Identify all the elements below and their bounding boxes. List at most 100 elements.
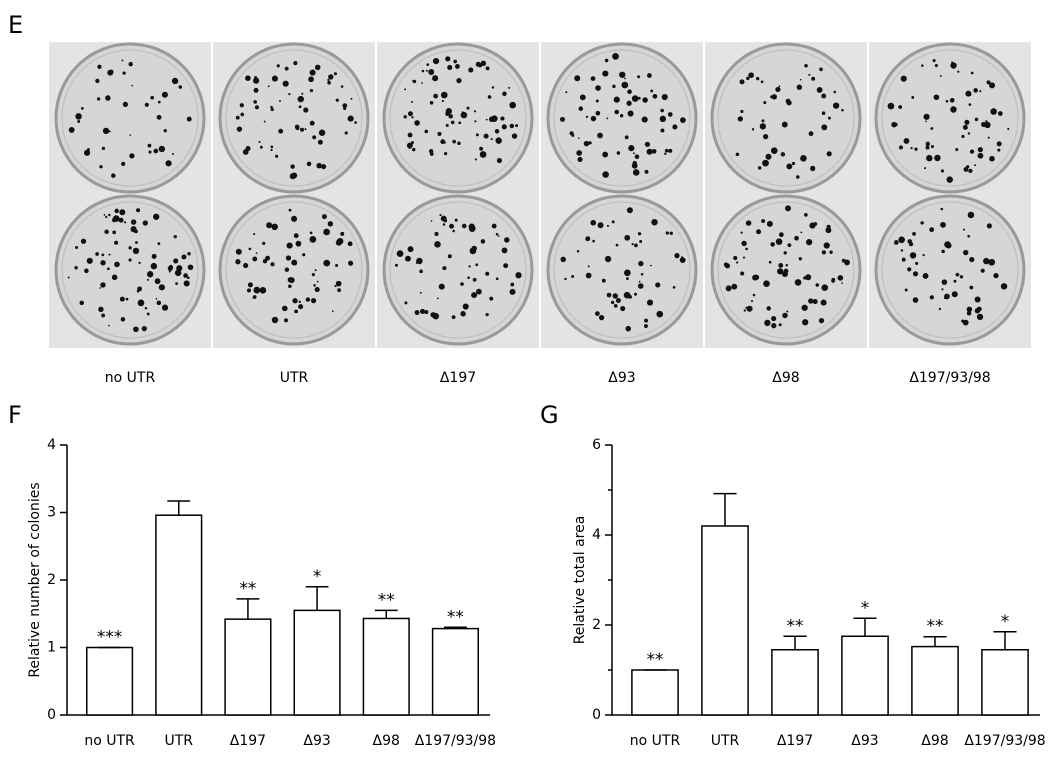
colony — [770, 242, 775, 247]
colony — [187, 276, 190, 280]
colony — [133, 326, 139, 333]
colony — [142, 220, 148, 226]
colony — [75, 113, 82, 120]
colony — [623, 291, 631, 299]
colony — [970, 71, 974, 75]
colony — [419, 308, 426, 314]
colony — [651, 218, 658, 226]
bar — [911, 645, 959, 716]
colony — [248, 247, 252, 251]
colony — [442, 223, 446, 226]
colony — [271, 316, 279, 324]
colony — [775, 86, 781, 93]
colony — [439, 214, 442, 217]
colony — [263, 120, 266, 123]
error-bar — [374, 609, 398, 619]
colony — [441, 99, 444, 103]
colony — [425, 69, 428, 72]
colony — [137, 286, 143, 292]
colony — [912, 297, 919, 303]
colony — [576, 150, 583, 156]
colony — [950, 106, 957, 113]
colony — [510, 282, 515, 287]
colony — [146, 271, 154, 278]
error-bar — [853, 617, 877, 637]
significance-label: ** — [378, 590, 395, 610]
colony — [509, 101, 516, 109]
colony — [610, 300, 615, 305]
bar — [224, 618, 272, 716]
colony — [407, 132, 413, 138]
colony — [778, 232, 784, 238]
colony — [99, 287, 102, 289]
colony — [458, 121, 461, 124]
colony — [766, 220, 773, 227]
y-axis-label: Relative number of colonies — [27, 482, 43, 677]
colony — [440, 215, 447, 222]
colony — [804, 213, 808, 217]
colony — [745, 306, 748, 309]
colony — [907, 267, 912, 272]
colony — [664, 148, 669, 153]
colony — [604, 255, 612, 263]
colony — [183, 280, 190, 287]
colony — [620, 305, 626, 312]
colony — [321, 164, 327, 170]
colony — [433, 93, 439, 99]
colony — [119, 296, 125, 302]
colony — [915, 261, 919, 265]
colony — [912, 232, 916, 236]
colony — [449, 223, 455, 229]
plate-rim — [881, 49, 1019, 187]
colony — [762, 159, 769, 167]
colony — [903, 138, 910, 144]
colony — [266, 222, 273, 229]
colony — [785, 263, 789, 267]
colony — [150, 262, 158, 270]
colony — [153, 148, 159, 154]
colony — [967, 211, 975, 219]
colony — [309, 89, 314, 93]
colony — [406, 142, 413, 149]
colony — [329, 74, 333, 78]
colony — [354, 121, 357, 124]
colony — [173, 234, 177, 239]
colony — [504, 237, 510, 243]
significance-label: * — [861, 598, 870, 618]
colony — [271, 223, 278, 231]
y-tick-label: 2 — [592, 617, 601, 633]
colony — [157, 242, 161, 246]
colony — [631, 162, 638, 169]
colony — [178, 85, 183, 89]
colony — [898, 236, 905, 244]
colony — [983, 257, 990, 265]
colony — [997, 111, 1003, 116]
colony — [841, 258, 846, 263]
plate — [382, 42, 534, 194]
colony — [794, 235, 799, 241]
colony — [996, 141, 1002, 147]
colony — [909, 252, 917, 259]
colony — [311, 273, 315, 277]
colony — [644, 141, 651, 147]
colony — [135, 241, 138, 244]
colony — [95, 252, 99, 256]
colony — [515, 272, 522, 279]
colony — [949, 97, 955, 103]
colony — [475, 61, 481, 67]
colony — [408, 147, 411, 150]
colony — [967, 234, 970, 238]
colony — [344, 131, 348, 135]
colony — [445, 56, 451, 62]
colony — [893, 240, 899, 245]
colony — [925, 120, 927, 123]
colony — [469, 247, 477, 255]
colony — [403, 115, 407, 119]
colony — [922, 272, 929, 279]
colony — [120, 317, 126, 322]
colony — [146, 312, 150, 316]
colony — [314, 269, 317, 272]
colony — [298, 105, 302, 109]
colony — [602, 70, 609, 77]
colony — [940, 169, 944, 173]
